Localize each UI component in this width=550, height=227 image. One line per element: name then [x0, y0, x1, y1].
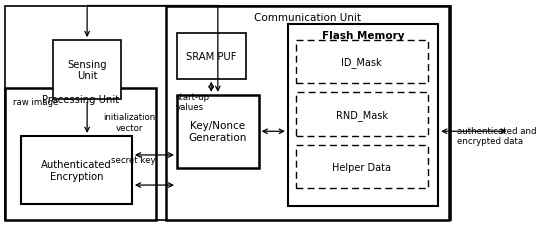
- Bar: [177, 95, 258, 168]
- Bar: [6, 7, 452, 220]
- Text: Key/Nonce
Generation: Key/Nonce Generation: [189, 121, 247, 142]
- Text: Sensing
Unit: Sensing Unit: [67, 60, 107, 81]
- Text: ID_Mask: ID_Mask: [342, 57, 382, 68]
- Bar: [296, 41, 428, 84]
- Bar: [177, 34, 245, 79]
- Bar: [53, 41, 122, 100]
- Text: Processing Unit: Processing Unit: [42, 94, 119, 104]
- Text: Communication Unit: Communication Unit: [254, 12, 361, 22]
- Bar: [288, 25, 438, 207]
- Bar: [296, 93, 428, 136]
- Text: Helper Data: Helper Data: [332, 162, 391, 172]
- Text: RND_Mask: RND_Mask: [336, 109, 388, 120]
- Text: secret key: secret key: [111, 155, 156, 165]
- Bar: [21, 136, 132, 204]
- Text: authenticated and
encrypted data: authenticated and encrypted data: [456, 126, 536, 146]
- Bar: [166, 7, 449, 220]
- Text: initialization
vector: initialization vector: [103, 113, 156, 132]
- Text: Authenticated
Encryption: Authenticated Encryption: [41, 160, 112, 181]
- Text: raw image: raw image: [13, 98, 59, 107]
- Bar: [296, 145, 428, 188]
- Text: Flash Memory: Flash Memory: [322, 31, 404, 41]
- Text: start-up
values: start-up values: [176, 92, 210, 112]
- Bar: [6, 89, 156, 220]
- Text: SRAM PUF: SRAM PUF: [186, 52, 236, 62]
